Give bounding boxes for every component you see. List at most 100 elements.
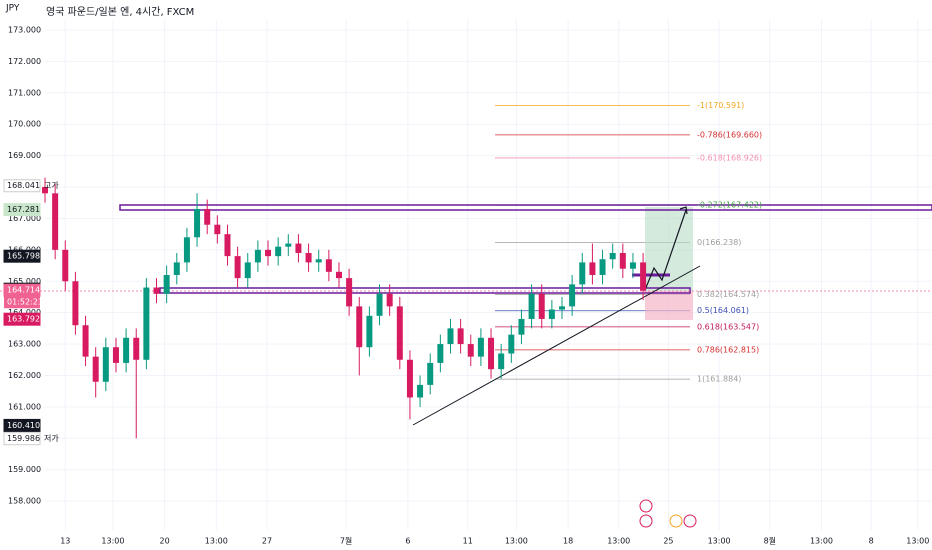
fib-label: -0.618(168.926) (697, 153, 762, 162)
candle-body (447, 328, 454, 345)
x-tick-label: 7월 (340, 536, 352, 546)
candle-body (488, 337, 495, 370)
badge-label: 160.410 (7, 421, 40, 430)
fib-label: 0.618(163.547) (697, 322, 759, 331)
candle-body (194, 209, 201, 238)
candle-body (315, 259, 322, 263)
candle-body (528, 293, 535, 319)
candle-body (224, 234, 231, 257)
candle-body (143, 287, 150, 360)
price-badge: 160.410 (3, 418, 41, 432)
support-band (159, 287, 691, 294)
candle-body (457, 328, 464, 345)
x-tick-label: 13:00 (101, 537, 124, 546)
candle-body (214, 224, 221, 235)
price-badge: 163.792 (3, 312, 41, 326)
y-tick-label: 167.000 (8, 214, 41, 223)
candle-body (589, 262, 596, 275)
candle-body (335, 271, 342, 279)
stop-zone (645, 291, 693, 320)
y-tick-label: 161.000 (8, 402, 41, 411)
candle-body (629, 262, 636, 269)
candle-body (305, 252, 312, 263)
x-tick-label: 13:00 (607, 537, 630, 546)
x-tick-label: 11 (463, 537, 473, 546)
candle-body (163, 274, 170, 294)
badge-label: 159.986 (7, 434, 40, 443)
candle-body (356, 306, 363, 348)
candle-body (52, 193, 59, 250)
x-tick-label: 13:00 (708, 537, 731, 546)
y-tick-label: 170.000 (8, 120, 41, 129)
arrow-head (679, 206, 688, 215)
y-tick-label: 169.000 (8, 151, 41, 160)
candle-body (285, 243, 292, 247)
price-badge: 168.041 고가 (3, 179, 59, 193)
candle-body (548, 309, 555, 319)
x-tick-label: 13:00 (810, 537, 833, 546)
candle-body (558, 306, 565, 310)
candle-body (133, 337, 140, 360)
candle-body (569, 284, 576, 307)
badge-label: 164.714 (7, 286, 40, 295)
candle-body (609, 252, 616, 260)
y-tick-label: 165.000 (8, 277, 41, 286)
candle-body (437, 344, 444, 363)
price-badge: 165.798 (3, 249, 41, 263)
candle-body (427, 362, 434, 385)
badge-label: 168.041 (7, 181, 40, 190)
badge-bg (3, 312, 41, 326)
candle-body (153, 287, 160, 294)
candle-body (366, 315, 373, 348)
candle-body (376, 293, 383, 316)
badge-bg (3, 179, 41, 193)
candle-body (467, 344, 474, 357)
candle-body (406, 359, 413, 398)
y-tick-label: 171.000 (8, 88, 41, 97)
candle-body (42, 187, 49, 194)
chart-title: 영국 파운드/일본 엔, 4시간, FXCM (46, 6, 194, 18)
target-zone (645, 207, 693, 291)
fib-label: 0(166.238) (697, 238, 741, 247)
x-tick-label: 13:00 (205, 537, 228, 546)
fib-label: -0.786(169.660) (697, 130, 762, 139)
badge-bg (3, 418, 41, 432)
badge-timer: 01:52:23 (7, 298, 43, 307)
x-tick-label: 13:00 (505, 537, 528, 546)
candle-body (72, 281, 79, 326)
badge-label: 167.281 (7, 205, 40, 214)
candle-body (173, 262, 180, 275)
x-tick-label: 25 (663, 537, 673, 546)
candle-body (619, 252, 626, 269)
x-tick-label: 18 (563, 537, 573, 546)
fib-label: 0.5(164.061) (697, 306, 749, 315)
x-tick-label: 6 (405, 537, 410, 546)
candle-body (234, 256, 241, 279)
fib-label: 0.786(162.815) (697, 345, 759, 354)
y-tick-label: 173.000 (8, 25, 41, 34)
y-tick-label: 158.000 (8, 497, 41, 506)
fib-label: -1(170.591) (697, 101, 744, 110)
x-tick-label: 20 (160, 537, 170, 546)
x-tick-label: 13:00 (906, 537, 929, 546)
x-tick-label: 27 (262, 537, 272, 546)
fib-label: 1(161.884) (697, 375, 741, 384)
badge-bg (3, 249, 41, 263)
badge-label: 165.798 (7, 252, 40, 261)
candle-body (508, 334, 515, 354)
candle-body (346, 278, 353, 307)
badge-bg (3, 432, 41, 446)
badge-tag: 저가 (44, 434, 59, 443)
candle-body (640, 262, 647, 291)
candle-body (275, 246, 282, 257)
candle-body (244, 262, 251, 279)
event-icons (639, 499, 697, 528)
candle-body (396, 306, 403, 360)
candle-body (112, 347, 119, 363)
candle-body (518, 318, 525, 335)
candle-body (538, 293, 545, 319)
resistance-band (119, 204, 932, 211)
path-arrow (644, 209, 687, 291)
x-tick-label: 8 (869, 537, 874, 546)
